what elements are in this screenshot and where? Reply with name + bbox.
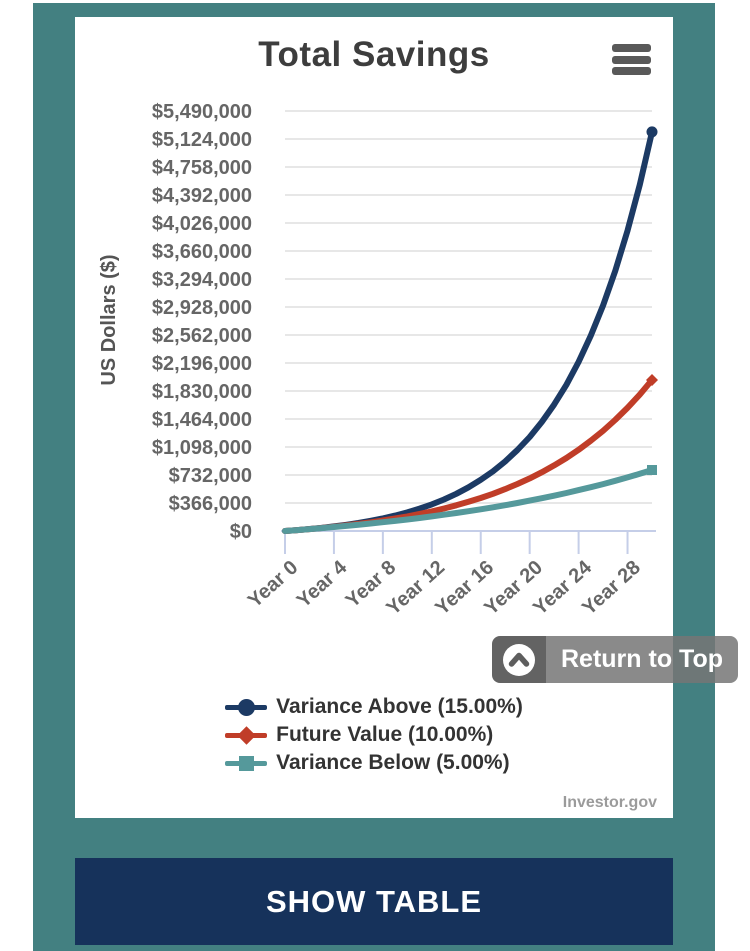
y-tick-label: $2,562,000 <box>152 325 252 347</box>
chart-legend: Variance Above (15.00%) Future Value (10… <box>75 693 673 777</box>
y-tick-label: $366,000 <box>169 493 252 515</box>
return-to-top-button[interactable]: Return to Top <box>492 636 738 683</box>
legend-label: Future Value (10.00%) <box>276 723 494 746</box>
y-tick-label: $1,464,000 <box>152 409 252 431</box>
y-tick-label: $2,196,000 <box>152 353 252 375</box>
series-line <box>282 128 655 534</box>
y-tick-label: $1,830,000 <box>152 381 252 403</box>
x-tick-label: Year 4 <box>293 556 352 612</box>
y-tick-label: $2,928,000 <box>152 297 252 319</box>
series-line <box>282 467 655 534</box>
legend-item-variance-above: Variance Above (15.00%) <box>225 693 523 721</box>
x-tick-label: Year 0 <box>244 556 303 612</box>
legend-label: Variance Below (5.00%) <box>276 751 510 774</box>
chevron-up-circle-icon <box>503 643 535 676</box>
y-tick-label: $5,490,000 <box>152 101 252 123</box>
series-end-marker <box>646 373 658 386</box>
return-to-top-label: Return to Top <box>561 645 723 673</box>
show-table-label: SHOW TABLE <box>265 883 483 919</box>
y-tick-label: $3,294,000 <box>152 269 252 291</box>
y-tick-label: $4,026,000 <box>152 213 252 235</box>
attribution-text: Investor.gov <box>562 794 657 811</box>
legend-label: Variance Above (15.00%) <box>276 695 523 718</box>
square-marker-icon <box>225 754 268 772</box>
y-tick-label: $4,392,000 <box>152 185 252 207</box>
y-tick-label: $732,000 <box>169 465 252 487</box>
chart-card: $0 $366,000 $732,000 $1,098,000 $1,464,000 $1… <box>75 17 673 818</box>
diamond-marker-icon <box>225 725 268 745</box>
y-tick-label: $1,098,000 <box>152 437 252 459</box>
y-tick-label: $5,124,000 <box>152 129 252 151</box>
show-table-button[interactable]: SHOW TABLE <box>75 858 673 945</box>
savings-line-chart: $0 $366,000 $732,000 $1,098,000 $1,464,000 $1… <box>98 101 658 620</box>
y-axis-title: US Dollars ($) <box>98 254 120 385</box>
legend-item-future-value: Future Value (10.00%) <box>225 721 493 749</box>
circle-marker-icon <box>225 698 268 716</box>
y-tick-label: $0 <box>230 521 252 543</box>
y-tick-label: $3,660,000 <box>152 241 252 263</box>
chart-title: Total Savings <box>258 35 490 74</box>
legend-item-variance-below: Variance Below (5.00%) <box>225 749 510 777</box>
series-end-marker <box>647 465 657 476</box>
series-end-marker <box>646 126 658 138</box>
hamburger-menu-icon[interactable] <box>612 44 651 79</box>
y-tick-label: $4,758,000 <box>152 157 252 179</box>
